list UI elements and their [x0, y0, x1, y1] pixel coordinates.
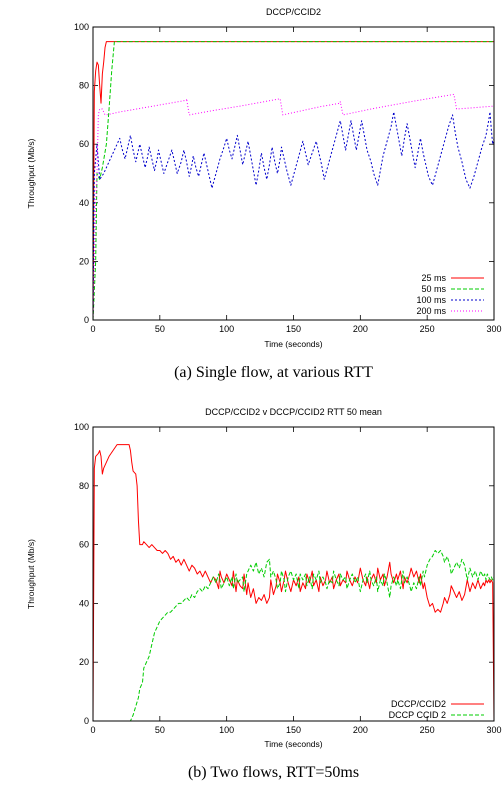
y-tick-label: 20 [79, 657, 89, 667]
y-tick-label: 100 [74, 22, 89, 32]
legend-label: 25 ms [421, 273, 446, 283]
x-tick-label: 250 [420, 324, 435, 334]
x-tick-label: 200 [353, 725, 368, 735]
y-axis-label: Throughput (Mb/s) [26, 138, 36, 208]
legend-label: DCCP/CCID2 [391, 699, 446, 709]
x-axis-label: Time (seconds) [264, 739, 322, 749]
series-line-0 [93, 41, 494, 320]
chart-b: DCCP/CCID2 v DCCP/CCID2 RTT 50 mean 0 50 10… [26, 407, 502, 781]
y-tick-label: 80 [79, 481, 89, 491]
legend-label: 50 ms [421, 284, 446, 294]
legend-label: DCCP CCID 2 [389, 710, 446, 720]
chart-a: DCCP/CCID2 0 50 100 150 200 250 300 0 20 40 60 80 100… [26, 7, 502, 381]
y-tick-label: 40 [79, 598, 89, 608]
series-line-0 [93, 444, 494, 721]
series-line-1 [93, 41, 494, 320]
plot-frame [92, 26, 495, 321]
x-tick-label: 150 [286, 725, 301, 735]
x-tick-label: 0 [90, 725, 95, 735]
y-tick-label: 40 [79, 198, 89, 208]
y-tick-label: 0 [84, 716, 89, 726]
y-tick-label: 100 [74, 422, 89, 432]
y-tick-label: 80 [79, 81, 89, 91]
y-tick-label: 0 [84, 315, 89, 325]
legend-label: 100 ms [416, 295, 446, 305]
x-tick-label: 50 [155, 725, 165, 735]
series-line-1 [93, 549, 494, 721]
x-tick-label: 150 [286, 324, 301, 334]
y-tick-label: 60 [79, 139, 89, 149]
x-tick-label: 250 [420, 725, 435, 735]
chart-title: DCCP/CCID2 v DCCP/CCID2 RTT 50 mean [205, 407, 382, 417]
plot-frame [92, 426, 495, 722]
x-tick-label: 200 [353, 324, 368, 334]
x-axis-label: Time (seconds) [264, 339, 322, 349]
figure-caption: (b) Two flows, RTT=50ms [188, 764, 359, 781]
y-tick-label: 20 [79, 256, 89, 266]
series-line-3 [93, 93, 494, 320]
y-axis-label: Throughput (Mb/s) [26, 539, 36, 609]
x-tick-label: 50 [155, 324, 165, 334]
legend-label: 200 ms [416, 306, 446, 316]
series-line-2 [93, 111, 494, 320]
x-tick-label: 300 [486, 725, 501, 735]
x-tick-label: 100 [219, 324, 234, 334]
y-tick-label: 60 [79, 540, 89, 550]
x-tick-label: 300 [486, 324, 501, 334]
x-tick-label: 0 [90, 324, 95, 334]
chart-title: DCCP/CCID2 [266, 7, 321, 17]
x-tick-label: 100 [219, 725, 234, 735]
figure-caption: (a) Single flow, at various RTT [174, 364, 373, 381]
